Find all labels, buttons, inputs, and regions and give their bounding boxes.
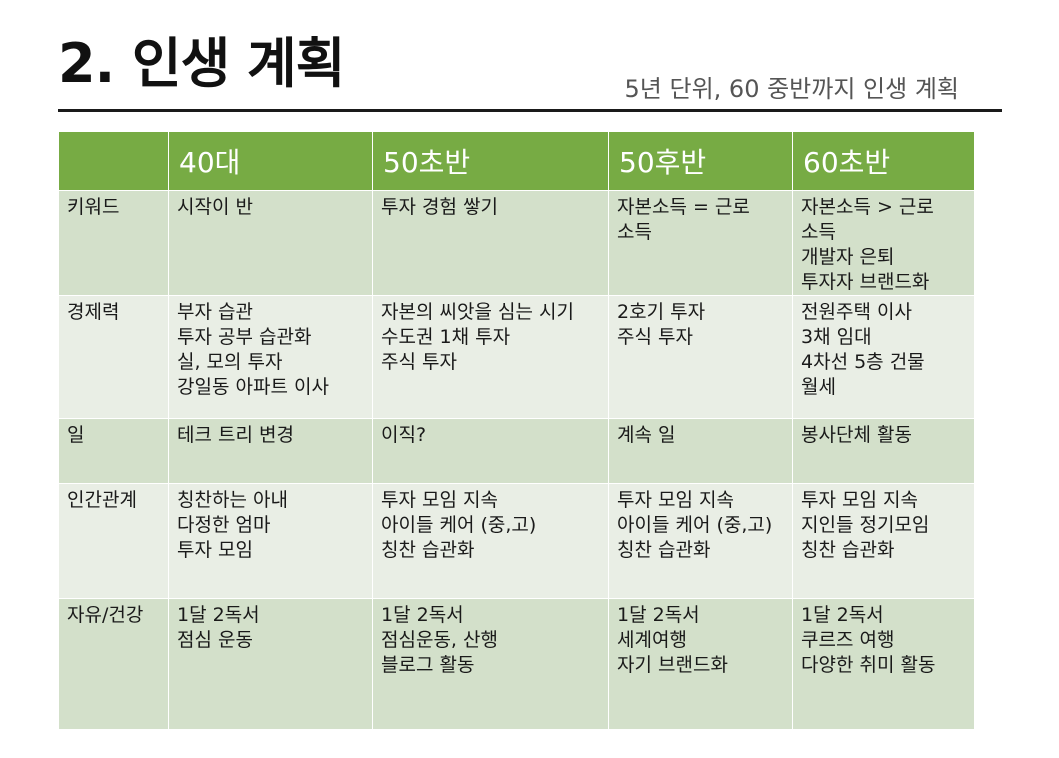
cell-line: 1달 2독서	[801, 604, 884, 626]
cell-line: 투자자 브랜드화	[801, 271, 930, 293]
table-cell: 시작이 반	[168, 190, 373, 296]
table-cell: 1달 2독서 세계여행 자기 브랜드화	[608, 598, 793, 730]
row-label: 일	[58, 418, 169, 484]
cell-line: 1달 2독서	[177, 604, 260, 626]
cell-line: 강일동 아파트 이사	[177, 376, 329, 398]
cell-line: 자본소득 > 근로	[801, 196, 934, 218]
row-label: 경제력	[58, 295, 169, 419]
header-corner-cell	[58, 131, 169, 191]
cell-line: 이직?	[381, 424, 427, 446]
table-cell: 칭찬하는 아내 다정한 엄마 투자 모임	[168, 483, 373, 599]
cell-line: 칭찬하는 아내	[177, 489, 288, 511]
cell-line: 투자 모임 지속	[801, 489, 918, 511]
cell-line: 투자 모임 지속	[617, 489, 734, 511]
table-cell: 테크 트리 변경	[168, 418, 373, 484]
cell-line: 칭찬 습관화	[617, 539, 711, 561]
table-cell: 부자 습관 투자 공부 습관화 실, 모의 투자 강일동 아파트 이사	[168, 295, 373, 419]
life-plan-table: 40대 50초반 50후반 60초반 키워드 시작이 반 투자 경험 쌓기 자본…	[58, 131, 975, 730]
header-cell-40s: 40대	[168, 131, 373, 191]
cell-line: 자본의 씨앗을 심는 시기	[381, 301, 574, 323]
header-cell-early-60s: 60초반	[792, 131, 975, 191]
cell-line: 점심운동, 산행	[381, 629, 498, 651]
cell-line: 봉사단체 활동	[801, 424, 912, 446]
cell-line: 소득	[617, 221, 652, 243]
table-cell: 투자 모임 지속 아이들 케어 (중,고) 칭찬 습관화	[372, 483, 609, 599]
table-cell: 1달 2독서 점심운동, 산행 블로그 활동	[372, 598, 609, 730]
cell-line: 투자 공부 습관화	[177, 326, 312, 348]
cell-line: 점심 운동	[177, 629, 253, 651]
cell-line: 주식 투자	[617, 326, 693, 348]
cell-line: 투자 모임 지속	[381, 489, 498, 511]
table-row: 경제력 부자 습관 투자 공부 습관화 실, 모의 투자 강일동 아파트 이사 …	[58, 295, 975, 419]
table-cell: 투자 모임 지속 지인들 정기모임 칭찬 습관화	[792, 483, 975, 599]
table-cell: 자본소득 = 근로 소득	[608, 190, 793, 296]
cell-line: 3채 임대	[801, 326, 872, 348]
cell-line: 테크 트리 변경	[177, 424, 294, 446]
cell-line: 개발자 은퇴	[801, 246, 895, 268]
table-row: 자유/건강 1달 2독서 점심 운동 1달 2독서 점심운동, 산행 블로그 활…	[58, 598, 975, 730]
table-cell: 자본소득 > 근로 소득 개발자 은퇴 투자자 브랜드화	[792, 190, 975, 296]
cell-line: 실, 모의 투자	[177, 351, 283, 373]
cell-line: 시작이 반	[177, 196, 253, 218]
cell-line: 계속 일	[617, 424, 676, 446]
cell-line: 4차선 5층 건물	[801, 351, 925, 373]
table-cell: 1달 2독서 점심 운동	[168, 598, 373, 730]
cell-line: 다정한 엄마	[177, 514, 271, 536]
cell-line: 칭찬 습관화	[381, 539, 475, 561]
slide-title: 2. 인생 계획	[58, 32, 345, 95]
cell-line: 소득	[801, 221, 836, 243]
table-header-row: 40대 50초반 50후반 60초반	[58, 131, 975, 191]
cell-line: 블로그 활동	[381, 654, 475, 676]
header-cell-late-50s: 50후반	[608, 131, 793, 191]
row-label: 키워드	[58, 190, 169, 296]
title-divider	[58, 109, 1002, 112]
cell-line: 세계여행	[617, 629, 687, 651]
table-cell: 투자 경험 쌓기	[372, 190, 609, 296]
cell-line: 지인들 정기모임	[801, 514, 930, 536]
cell-line: 아이들 케어 (중,고)	[617, 514, 773, 536]
cell-line: 칭찬 습관화	[801, 539, 895, 561]
table-row: 키워드 시작이 반 투자 경험 쌓기 자본소득 = 근로 소득 자본소득 > 근…	[58, 190, 975, 296]
row-label: 인간관계	[58, 483, 169, 599]
table-cell: 투자 모임 지속 아이들 케어 (중,고) 칭찬 습관화	[608, 483, 793, 599]
table-cell: 자본의 씨앗을 심는 시기 수도권 1채 투자 주식 투자	[372, 295, 609, 419]
cell-line: 전원주택 이사	[801, 301, 912, 323]
table-row: 인간관계 칭찬하는 아내 다정한 엄마 투자 모임 투자 모임 지속 아이들 케…	[58, 483, 975, 599]
cell-line: 자기 브랜드화	[617, 654, 728, 676]
cell-line: 다양한 취미 활동	[801, 654, 936, 676]
cell-line: 아이들 케어 (중,고)	[381, 514, 537, 536]
table-row: 일 테크 트리 변경 이직? 계속 일 봉사단체 활동	[58, 418, 975, 484]
cell-line: 수도권 1채 투자	[381, 326, 511, 348]
slide-subtitle: 5년 단위, 60 중반까지 인생 계획	[624, 75, 959, 103]
table-cell: 1달 2독서 쿠르즈 여행 다양한 취미 활동	[792, 598, 975, 730]
cell-line: 쿠르즈 여행	[801, 629, 895, 651]
cell-line: 주식 투자	[381, 351, 457, 373]
table-cell: 계속 일	[608, 418, 793, 484]
table-cell: 이직?	[372, 418, 609, 484]
cell-line: 부자 습관	[177, 301, 253, 323]
header-cell-early-50s: 50초반	[372, 131, 609, 191]
cell-line: 자본소득 = 근로	[617, 196, 750, 218]
table-cell: 전원주택 이사 3채 임대 4차선 5층 건물 월세	[792, 295, 975, 419]
row-label: 자유/건강	[58, 598, 169, 730]
table-cell: 2호기 투자 주식 투자	[608, 295, 793, 419]
cell-line: 2호기 투자	[617, 301, 706, 323]
cell-line: 월세	[801, 376, 836, 398]
table-cell: 봉사단체 활동	[792, 418, 975, 484]
cell-line: 1달 2독서	[617, 604, 700, 626]
cell-line: 투자 경험 쌓기	[381, 196, 498, 218]
cell-line: 투자 모임	[177, 539, 253, 561]
cell-line: 1달 2독서	[381, 604, 464, 626]
